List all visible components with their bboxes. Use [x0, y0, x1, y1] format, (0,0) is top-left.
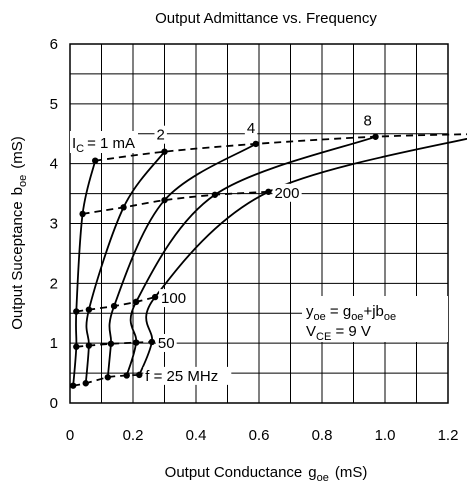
data-point [161, 148, 168, 155]
x-tick-label: 0.8 [312, 427, 333, 444]
data-point [123, 372, 130, 379]
x-tick-label: 1.2 [438, 427, 459, 444]
data-point [92, 157, 99, 164]
data-point [73, 343, 80, 350]
frequency-curve [82, 190, 269, 215]
chart-title: Output Admittance vs. Frequency [155, 10, 377, 27]
y-tick-label: 2 [50, 275, 58, 292]
x-tick-label: 0 [66, 427, 74, 444]
frequency-label: 100 [161, 290, 186, 307]
current-curve [84, 151, 166, 384]
curves [72, 133, 467, 387]
x-axis-label: Output Conductance goe (mS) [165, 464, 368, 484]
data-point [120, 204, 127, 211]
frequency-label: f = 25 MHz [145, 368, 218, 385]
grid [69, 43, 449, 404]
y-tick-label: 6 [50, 36, 58, 53]
x-tick-label: 1.0 [375, 427, 396, 444]
ic-label-background [70, 131, 138, 153]
annotation-vce: VCE = 9 V [306, 323, 371, 343]
frequency-label-bg [272, 183, 302, 202]
frequency-curve [95, 133, 467, 162]
current-curve [72, 160, 97, 386]
y-tick-label: 3 [50, 216, 58, 233]
data-point [372, 133, 379, 140]
data-point [132, 339, 140, 346]
annotation-yoe: yoe = goe+jboe [306, 303, 396, 323]
data-point [73, 308, 80, 315]
frequency-label: 200 [274, 185, 299, 202]
current-curve [125, 135, 376, 376]
current-label-bg [244, 118, 258, 137]
y-tick-label: 4 [50, 156, 58, 173]
tick-labels: 0 0.2 0.4 0.6 0.8 1.0 1.2 0 1 2 3 4 5 6 [50, 36, 459, 444]
frequency-label-bg [159, 289, 189, 308]
y-axis-label: Output Suceptanceboe(mS) [9, 136, 29, 330]
y-tick-label: 5 [50, 96, 58, 113]
data-point [252, 140, 260, 148]
x-tick-label: 0.4 [186, 427, 207, 444]
annotation-background [302, 296, 448, 342]
data-point [104, 374, 112, 381]
frequency-curve [76, 341, 152, 348]
ic-label: IC = 1 mA [72, 135, 135, 155]
data-point [85, 342, 93, 349]
current-label: 2 [157, 127, 165, 144]
current-label: 8 [364, 113, 372, 130]
data-point [69, 382, 77, 389]
data-point [85, 306, 93, 313]
data-point [148, 338, 156, 346]
data-point [79, 210, 86, 218]
series-labels: 24812f = 25 MHz50100200250 [143, 111, 374, 385]
data-points [69, 133, 379, 389]
plot-frame [69, 43, 449, 404]
data-point [136, 371, 143, 379]
data-point [110, 302, 118, 310]
data-point [161, 196, 168, 204]
y-tick-label: 1 [50, 335, 58, 352]
current-curve [106, 143, 257, 378]
data-point [265, 188, 272, 195]
data-point [82, 380, 89, 387]
current-label-bg [361, 111, 374, 130]
frequency-label-bg [143, 366, 232, 385]
y-tick-label: 0 [50, 395, 58, 412]
data-point [132, 298, 140, 306]
x-tick-label: 0.6 [249, 427, 270, 444]
data-point [211, 191, 219, 198]
current-label: 4 [247, 120, 255, 137]
data-point [151, 293, 159, 301]
frequency-label-bg [155, 333, 177, 352]
current-label-bg [154, 125, 167, 144]
data-point [107, 340, 115, 347]
frequency-label: 50 [158, 335, 175, 352]
x-tick-label: 0.2 [123, 427, 144, 444]
